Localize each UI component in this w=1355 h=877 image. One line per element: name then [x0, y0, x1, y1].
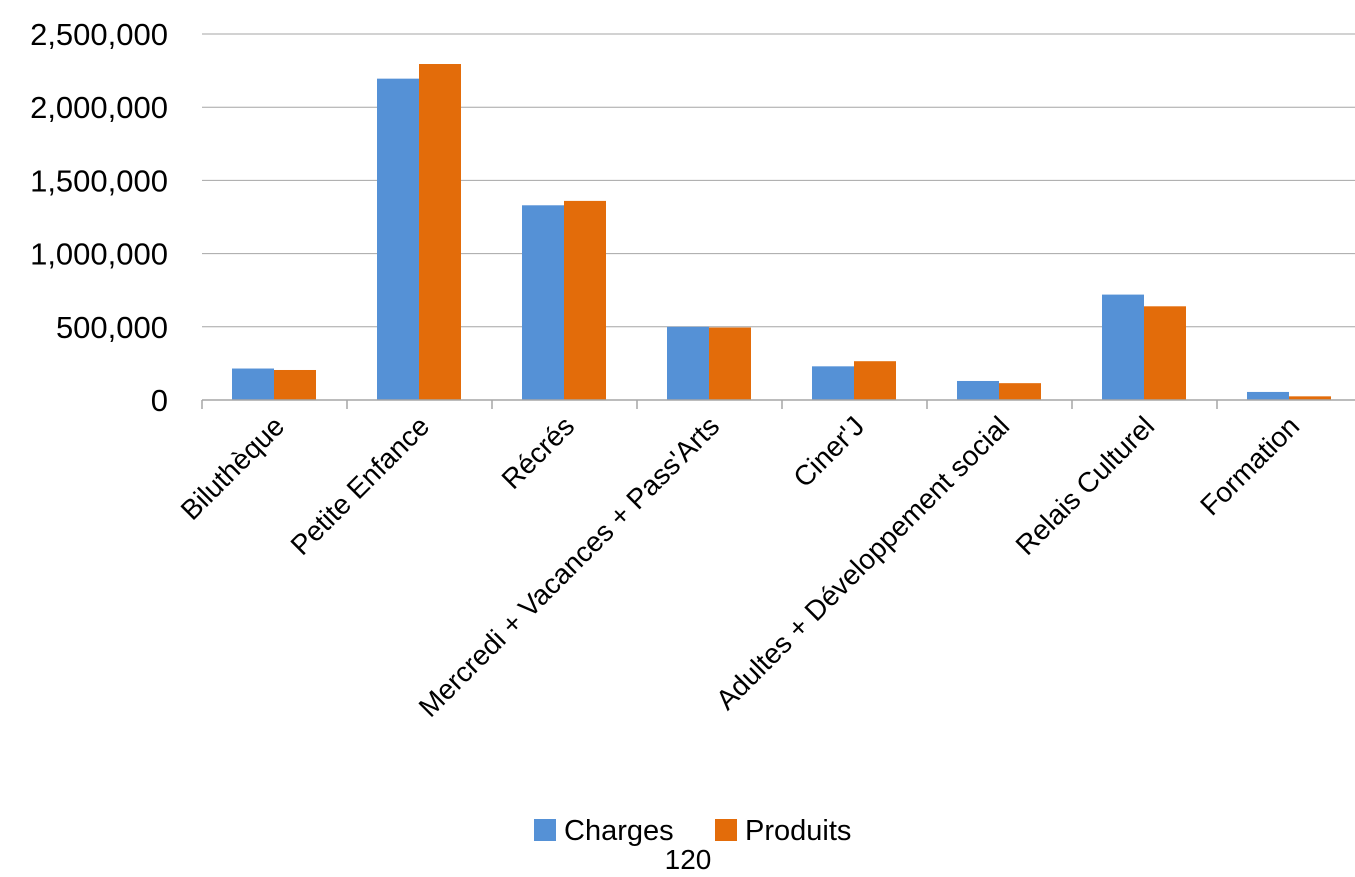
bar-charges	[667, 326, 709, 400]
y-tick-label: 2,000,000	[30, 90, 168, 125]
bar-charges	[957, 380, 999, 400]
bar-produits	[1144, 306, 1186, 400]
bars	[232, 64, 1331, 401]
legend-label-produits: Produits	[745, 815, 851, 847]
bar-charges	[377, 78, 419, 400]
x-category-label: Mercredi + Vacances + Pass'Arts	[413, 410, 726, 723]
x-category-label: Petite Enfance	[285, 410, 436, 561]
legend-swatch-charges	[534, 819, 556, 841]
x-category-label: Récrés	[496, 410, 581, 495]
x-axis	[201, 399, 1355, 409]
bar-charges	[1102, 294, 1144, 400]
y-tick-label: 0	[151, 383, 168, 418]
bar-produits	[709, 327, 751, 400]
bar-produits	[999, 383, 1041, 400]
bar-charges	[522, 205, 564, 400]
bar-produits	[1289, 396, 1331, 400]
bar-charges	[232, 368, 274, 400]
legend: Charges Produits	[534, 815, 851, 847]
legend-swatch-produits	[715, 819, 737, 841]
legend-label-charges: Charges	[564, 815, 674, 847]
y-tick-label: 500,000	[56, 310, 168, 345]
bar-charges	[1247, 391, 1289, 400]
x-category-label: Relais Culturel	[1010, 410, 1161, 561]
bar-charges	[812, 366, 854, 400]
y-tick-label: 1,000,000	[30, 237, 168, 272]
page-number: 120	[665, 844, 712, 875]
x-category-label: Formation	[1194, 410, 1305, 521]
y-tick-label: 2,500,000	[30, 17, 168, 52]
x-category-label: Adultes + Développement social	[710, 410, 1015, 715]
y-axis-ticks: 0 500,000 1,000,000 1,500,000 2,000,000 2,500…	[30, 17, 168, 418]
bar-produits	[274, 369, 316, 400]
x-category-label: Ciner'J	[787, 410, 870, 493]
bar-produits	[419, 64, 461, 401]
y-tick-label: 1,500,000	[30, 163, 168, 198]
bar-produits	[564, 200, 606, 400]
bar-produits	[854, 361, 896, 400]
gridlines	[202, 33, 1355, 328]
x-category-label: Biluthèque	[175, 410, 291, 526]
